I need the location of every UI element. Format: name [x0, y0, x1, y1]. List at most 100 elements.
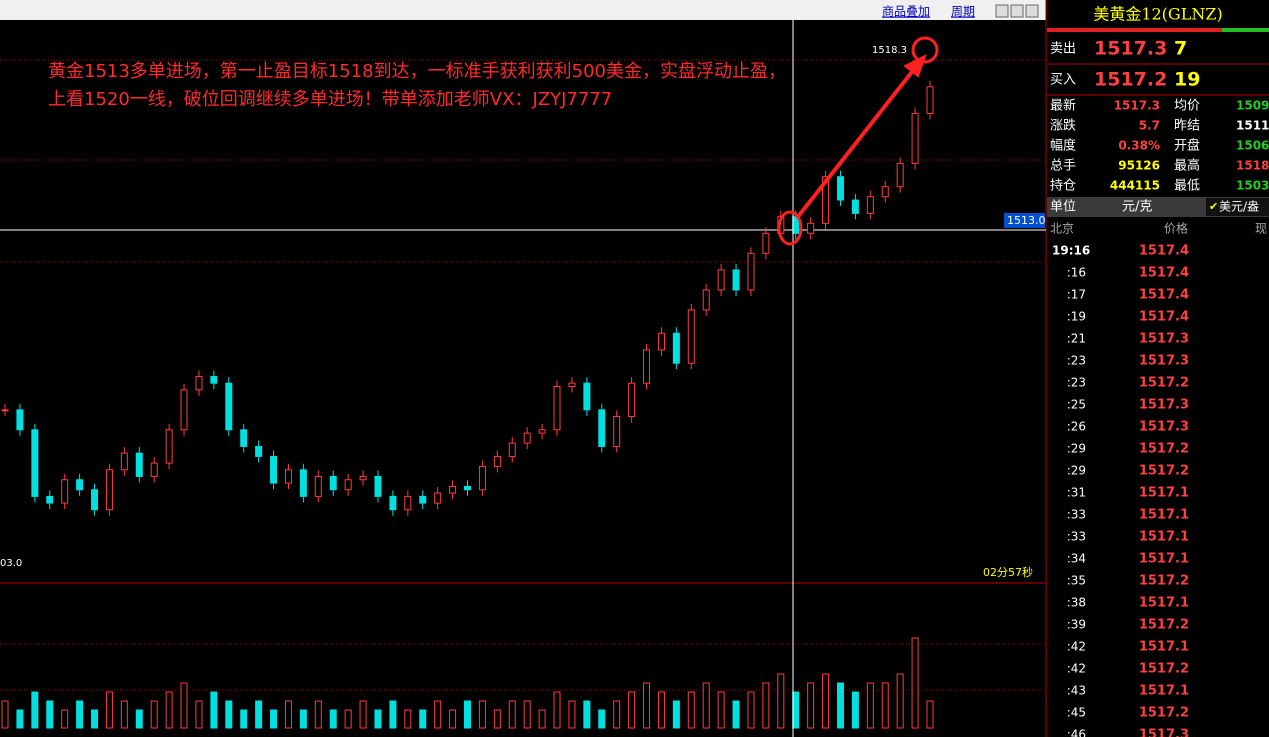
candle [613, 415, 621, 447]
candle [568, 382, 576, 388]
buy-qty: 19 [1174, 69, 1200, 91]
period-button[interactable]: 周期 [951, 5, 975, 19]
volume-bar [404, 709, 412, 729]
quote-title: 美黄金12(GLNZ) [1093, 5, 1222, 24]
volume-bar [747, 691, 755, 729]
volume-bar [1, 700, 9, 729]
candle [195, 376, 203, 391]
candle [389, 495, 397, 511]
stat-value: 1503 [1236, 179, 1269, 193]
candle [314, 475, 322, 497]
volume-bar [777, 673, 785, 729]
high-label: 1518.3 [872, 45, 907, 56]
volume-bar [568, 700, 576, 729]
volume-bar [255, 700, 263, 729]
volume-bar [449, 709, 457, 729]
candle [46, 495, 54, 504]
candle [329, 475, 337, 491]
nav-button[interactable] [995, 4, 1009, 18]
crosshair-label: 1513.0 [1007, 214, 1046, 227]
quote-panel: 美黄金12(GLNZ) 卖出 1517.3 7 买入 1517.2 19 单位 … [1047, 5, 1269, 737]
overlay-button[interactable]: 商品叠加 [882, 4, 930, 19]
candle [91, 489, 99, 511]
candle [225, 382, 233, 431]
tick-time: :19 [1067, 310, 1086, 324]
candle [464, 485, 471, 491]
tick-price: 1517.2 [1139, 464, 1189, 479]
tick-price: 1517.1 [1139, 508, 1189, 523]
volume-bar [374, 709, 382, 729]
ticks-header: 北京 [1050, 222, 1074, 236]
volume-bar [717, 691, 725, 729]
stat-label: 幅度 [1050, 138, 1076, 154]
stat-value: 1517.3 [1114, 99, 1160, 113]
tick-time: :16 [1067, 266, 1086, 280]
tick-time: :42 [1067, 640, 1086, 654]
nav-button[interactable] [1025, 4, 1039, 18]
tick-price: 1517.2 [1139, 706, 1189, 721]
tick-price: 1517.4 [1139, 288, 1189, 303]
volume-bar [866, 682, 874, 729]
volume-bar [240, 709, 248, 729]
stat-value: 1509 [1236, 99, 1269, 113]
tick-time: :23 [1067, 376, 1086, 390]
annotation: 黄金1513多单进场，第一止盈目标1518到达，一标准手获利获利500美金，实盘… [48, 61, 786, 82]
candle [135, 452, 143, 477]
bid-ask-bar [1222, 28, 1269, 32]
tick-price: 1517.3 [1139, 398, 1189, 413]
volume-bar [284, 700, 292, 729]
candle [105, 469, 113, 511]
tick-time: :17 [1067, 288, 1086, 302]
stat-label: 最高 [1174, 158, 1200, 174]
volume-bar [150, 700, 158, 729]
check: ✔ [1209, 200, 1218, 213]
volume-bar [702, 682, 710, 729]
tick-price: 1517.3 [1139, 728, 1189, 737]
candle [434, 492, 442, 504]
tick-time: :29 [1067, 442, 1086, 456]
candle [717, 269, 725, 291]
tick-price: 1517.3 [1139, 354, 1189, 369]
volume-bar [896, 673, 904, 729]
volume-bar [419, 709, 427, 729]
candle [180, 389, 188, 431]
candle [747, 252, 755, 291]
volume-bar [16, 709, 24, 729]
volume-bar [643, 682, 651, 729]
unit-toggle[interactable] [1206, 198, 1269, 216]
stat-value: 1518 [1236, 159, 1269, 173]
volume-bar [762, 682, 770, 729]
candle [762, 232, 770, 254]
candle [1, 409, 9, 412]
candle [508, 442, 516, 457]
volume-bar [464, 700, 471, 729]
stat-label: 均价 [1174, 99, 1200, 114]
nav-button[interactable] [1010, 4, 1024, 18]
volume-bar [359, 700, 367, 729]
candle [419, 495, 427, 504]
volume-bar [881, 682, 889, 729]
volume-bar [493, 709, 501, 729]
candle [836, 176, 844, 201]
candle [538, 429, 546, 434]
candle [822, 176, 830, 224]
volume-bar [657, 691, 665, 729]
candle [478, 465, 486, 491]
volume-bar [836, 682, 844, 729]
candle [150, 462, 158, 477]
stat-value: 444115 [1110, 179, 1160, 193]
candle [583, 382, 591, 411]
tick-time: :38 [1067, 596, 1086, 610]
volume-bar [31, 691, 39, 729]
candle [374, 475, 382, 497]
crosshair-label-box [1004, 213, 1045, 228]
volume-bar [61, 709, 69, 729]
tick-price: 1517.1 [1139, 530, 1189, 545]
volume-bar [120, 700, 128, 729]
candle [449, 485, 457, 494]
candle [344, 479, 352, 491]
unit-alt[interactable]: 美元/盎 [1219, 200, 1259, 214]
candle [911, 112, 919, 164]
